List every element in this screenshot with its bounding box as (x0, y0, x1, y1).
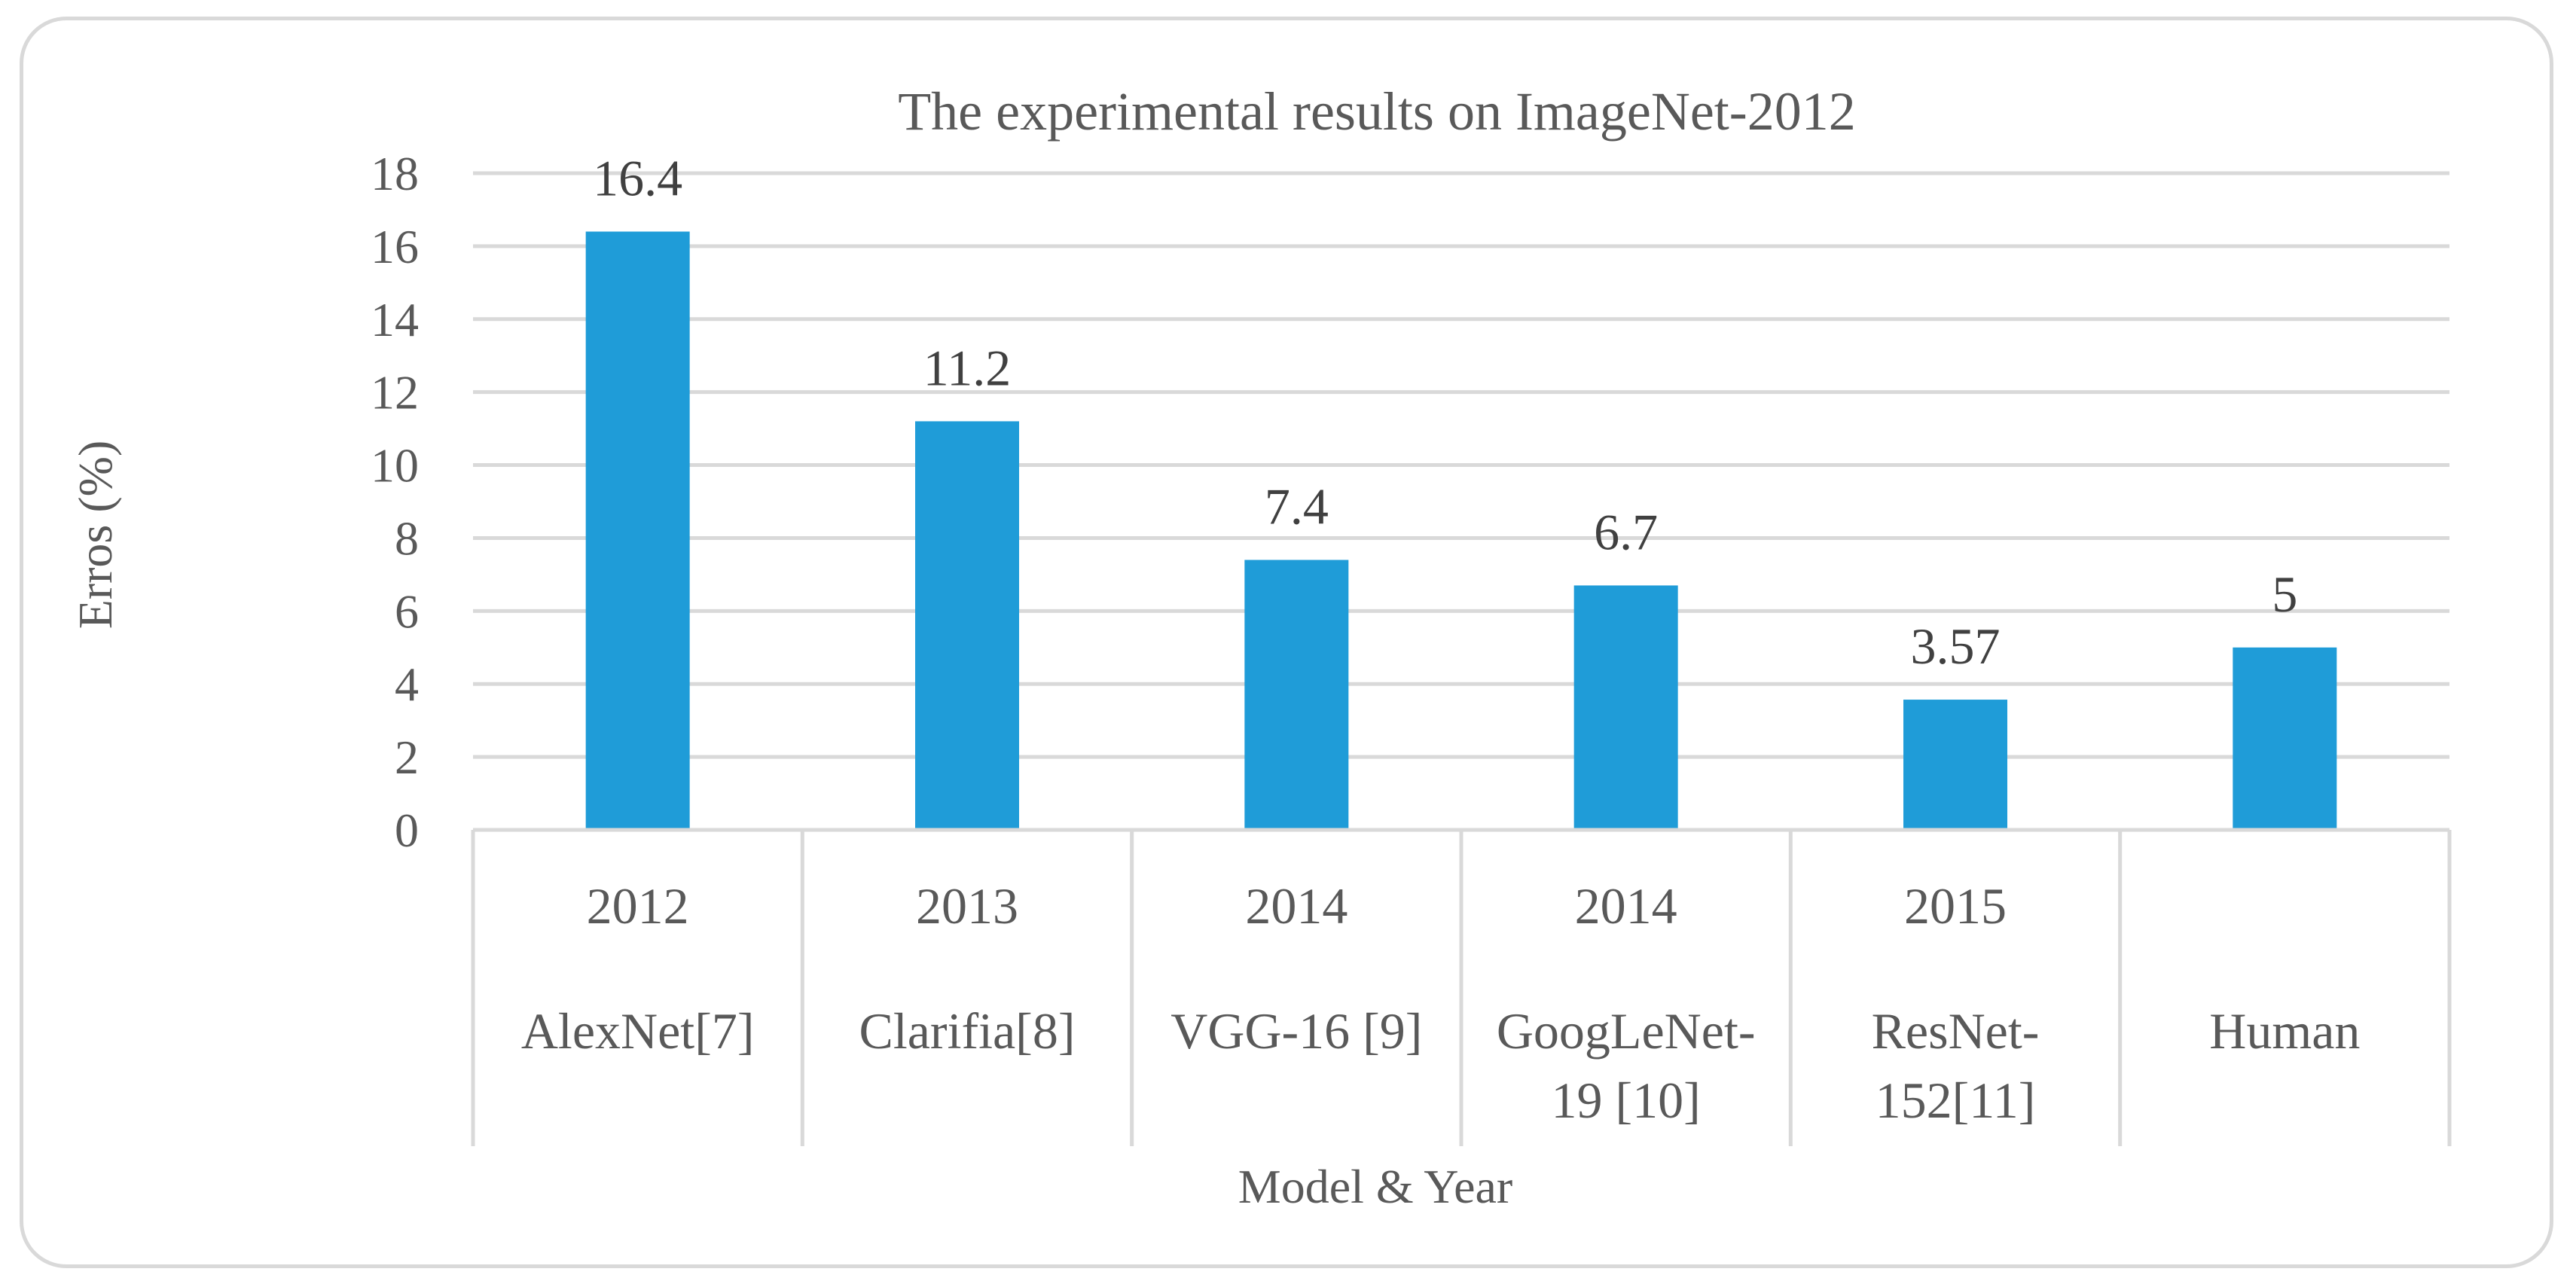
category-model-label: ResNet- (1872, 1002, 2040, 1060)
y-tick-label: 18 (371, 147, 419, 200)
data-label: 5 (2272, 566, 2297, 623)
y-tick-label: 10 (371, 439, 419, 493)
x-axis (471, 828, 2452, 1146)
bar (585, 231, 690, 830)
data-label: 16.4 (593, 150, 682, 207)
bar (915, 421, 1019, 830)
category-model-label: GoogLeNet- (1497, 1002, 1756, 1060)
gridlines (473, 171, 2449, 759)
category-labels: 2012 AlexNet[7] 2013 Clarifia[8] 2014 VGG-16 … (521, 877, 2361, 1129)
x-axis-title: Model & Year (1238, 1160, 1512, 1213)
category-year-label: 2014 (1575, 877, 1677, 935)
data-label: 11.2 (923, 339, 1011, 396)
category-model-label: 152[11] (1876, 1072, 2036, 1129)
y-tick-label: 14 (371, 293, 419, 346)
y-tick-label: 8 (395, 511, 419, 565)
category-model-label: 19 [10] (1552, 1072, 1701, 1129)
y-tick-label: 12 (371, 366, 419, 419)
chart-title: The experimental results on ImageNet-201… (898, 81, 1856, 142)
y-tick-label: 4 (395, 657, 419, 711)
y-axis-title: Erros (%) (69, 441, 122, 630)
y-tick-label: 16 (371, 220, 419, 273)
category-model-label: Human (2209, 1002, 2360, 1060)
data-label: 7.4 (1265, 478, 1329, 535)
data-label: 3.57 (1911, 618, 2001, 675)
y-tick-label: 0 (395, 804, 419, 857)
bar (1244, 560, 1349, 830)
bars (585, 231, 2337, 830)
y-tick-label: 6 (395, 584, 419, 638)
category-year-label: 2013 (916, 877, 1018, 935)
bar (2233, 647, 2337, 830)
category-year-label: 2015 (1904, 877, 2007, 935)
y-tick-label: 2 (395, 730, 419, 784)
category-year-label: 2012 (587, 877, 689, 935)
category-model-label: AlexNet[7] (521, 1002, 755, 1060)
data-label: 6.7 (1594, 503, 1658, 560)
bar (1573, 585, 1678, 830)
y-axis-ticks: 0 2 4 6 8 10 12 14 16 18 (371, 147, 419, 857)
category-model-label: VGG-16 [9] (1170, 1002, 1422, 1060)
category-year-label: 2014 (1245, 877, 1348, 935)
bar (1903, 700, 2007, 830)
data-labels: 16.4 11.2 7.4 6.7 3.57 5 (593, 150, 2297, 676)
category-model-label: Clarifia[8] (859, 1002, 1076, 1060)
